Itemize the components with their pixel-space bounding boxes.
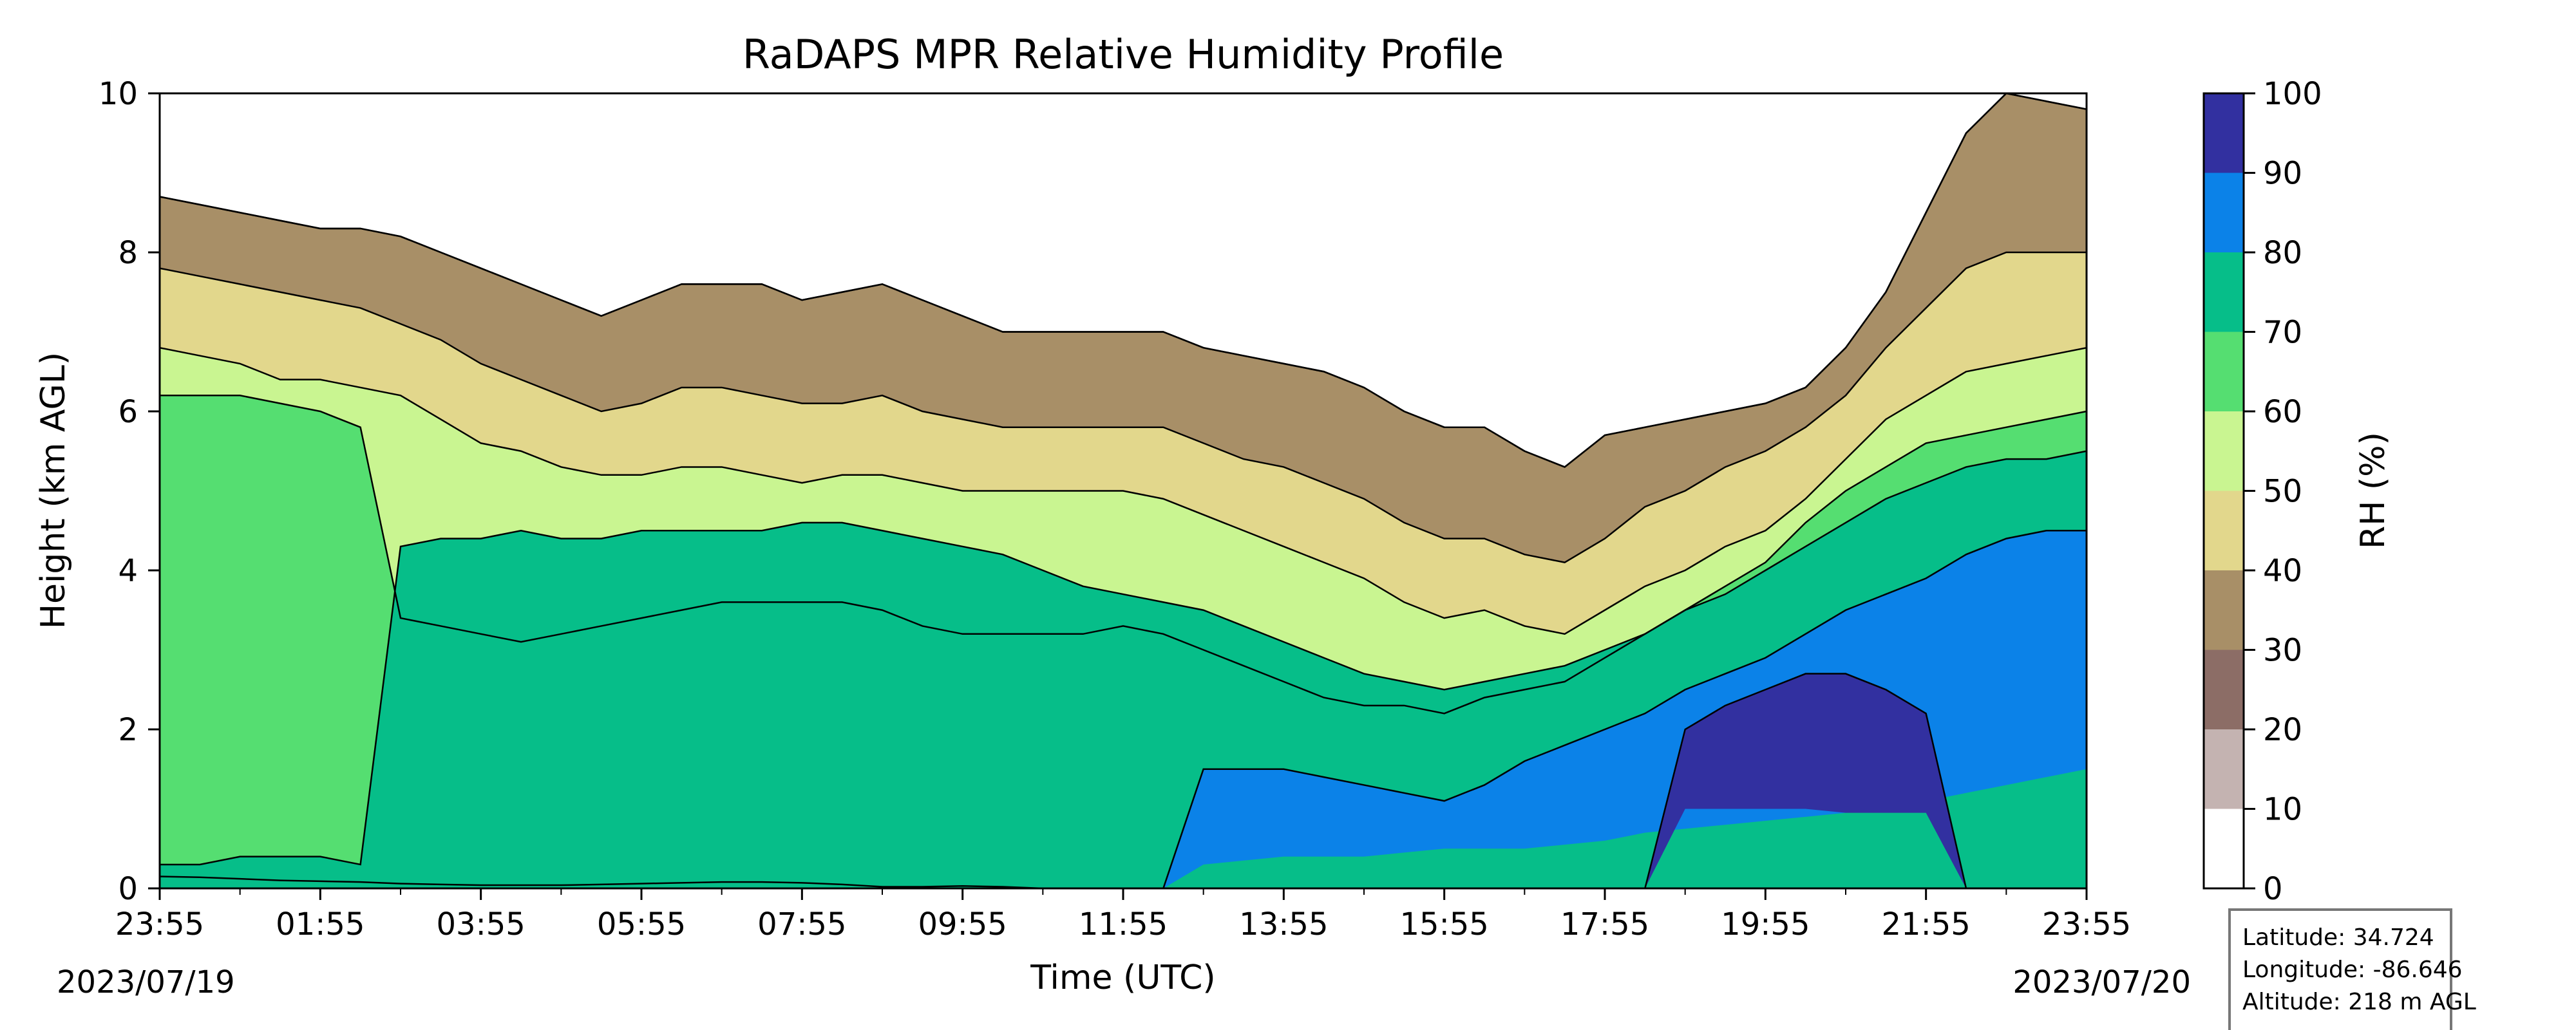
contour-line-10 (160, 876, 2087, 888)
info-box-frame (2228, 908, 2452, 1030)
info-latitude: Latitude: 34.724 (2242, 924, 2434, 951)
info-altitude: Altitude: 218 m AGL (2242, 989, 2476, 1015)
colorbar: 0 10 20 30 40 50 60 70 80 90 100 (2202, 76, 2322, 907)
colorbar-tick-label-50: 50 (2263, 474, 2302, 510)
x-tick-label-7: 13:55 (1239, 906, 1328, 942)
y-tick-label-0: 0 (118, 871, 138, 907)
start-date-label: 2023/07/19 (57, 964, 235, 1000)
x-tick-label-12: 23:55 (2042, 906, 2131, 942)
y-axis: 0 2 4 6 8 10 (99, 76, 160, 907)
colorbar-swatch-40 (2204, 491, 2244, 570)
colorbar-tick-label-100: 100 (2263, 76, 2322, 112)
contour-line-layer (160, 93, 2087, 888)
colorbar-swatch-50 (2204, 411, 2244, 491)
x-tick-label-4: 07:55 (757, 906, 846, 942)
y-tick-label-1: 2 (118, 712, 138, 748)
contour-line-50 (160, 346, 2087, 635)
y-tick-label-2: 4 (118, 553, 138, 589)
contour-line-60 (160, 395, 2087, 715)
x-tick-label-11: 21:55 (1882, 906, 1971, 942)
colorbar-swatch-20 (2204, 650, 2244, 729)
rh-band-80-90 (160, 530, 2087, 888)
colorbar-tick-label-10: 10 (2263, 792, 2302, 828)
y-tick-label-5: 10 (99, 76, 138, 112)
x-axis: 23:55 01:55 03:55 05:55 07:55 09:55 11:55 13:55… (115, 888, 2131, 942)
colorbar-swatch-60 (2204, 332, 2244, 411)
contour-line-90 (160, 673, 2087, 888)
colorbar-swatch-70 (2204, 252, 2244, 332)
x-tick-label-6: 11:55 (1079, 906, 1168, 942)
y-axis-label: Height (km AGL) (34, 352, 73, 629)
y-tick-label-4: 8 (118, 235, 138, 271)
colorbar-tick-label-60: 60 (2263, 394, 2302, 430)
x-tick-label-1: 01:55 (276, 906, 365, 942)
x-tick-label-5: 09:55 (918, 906, 1007, 942)
colorbar-swatch-30 (2204, 570, 2244, 650)
station-info-box: Latitude: 34.724 Longitude: -86.646 Alti… (2228, 908, 2476, 1030)
colorbar-tick-label-0: 0 (2263, 871, 2283, 907)
x-axis-label: Time (UTC) (1030, 959, 1215, 997)
contour-line-80 (160, 530, 2087, 888)
colorbar-tick-label-90: 90 (2263, 156, 2302, 192)
y-tick-label-3: 6 (118, 394, 138, 430)
x-tick-label-3: 05:55 (597, 906, 686, 942)
colorbar-label: RH (%) (2354, 432, 2392, 549)
colorbar-tick-label-70: 70 (2263, 315, 2302, 351)
contour-line-40 (160, 251, 2087, 563)
chart-title: RaDAPS MPR Relative Humidity Profile (743, 31, 1504, 78)
colorbar-tick-label-40: 40 (2263, 553, 2302, 589)
colorbar-tick-label-80: 80 (2263, 235, 2302, 271)
x-tick-label-8: 15:55 (1400, 906, 1489, 942)
contour-line-30 (160, 93, 2087, 468)
colorbar-swatch-0 (2204, 809, 2244, 888)
colorbar-swatch-10 (2204, 729, 2244, 809)
colorbar-swatch-80 (2204, 173, 2244, 252)
info-longitude: Longitude: -86.646 (2242, 957, 2463, 983)
x-tick-label-0: 23:55 (115, 906, 204, 942)
colorbar-tick-label-30: 30 (2263, 633, 2302, 669)
x-tick-label-9: 17:55 (1560, 906, 1649, 942)
colorbar-tick-label-20: 20 (2263, 712, 2302, 748)
end-date-label: 2023/07/20 (2012, 964, 2191, 1000)
x-tick-label-2: 03:55 (437, 906, 526, 942)
colorbar-swatch-90 (2204, 93, 2244, 173)
x-tick-label-10: 19:55 (1721, 906, 1810, 942)
contour-line-70 (160, 450, 2087, 866)
